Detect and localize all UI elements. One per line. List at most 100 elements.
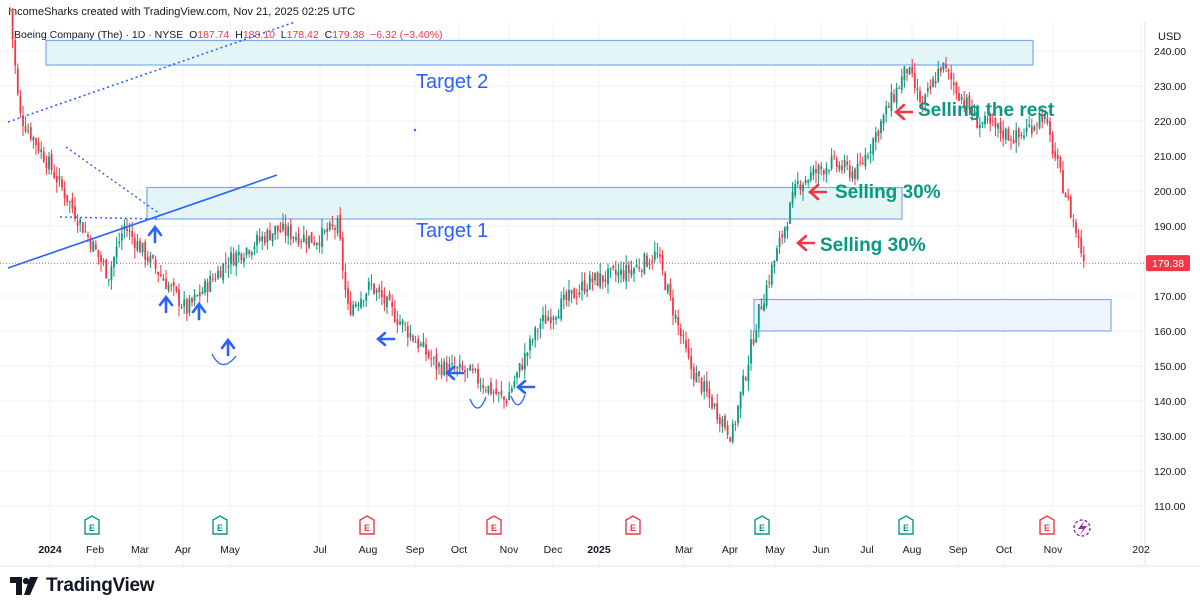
candle-body xyxy=(1036,124,1038,126)
candle-body xyxy=(118,241,121,244)
candle-body xyxy=(677,317,680,326)
event-lightning-icon[interactable] xyxy=(1073,519,1091,537)
candle-body xyxy=(713,403,716,407)
candle-body xyxy=(9,8,11,10)
candle-body xyxy=(339,215,342,239)
candle-body xyxy=(435,354,438,370)
earnings-letter: E xyxy=(364,523,370,533)
candle-body xyxy=(614,270,617,275)
candle-body xyxy=(609,267,612,270)
close-value: 179.38 xyxy=(332,29,365,41)
candle-body xyxy=(217,270,219,279)
candle-body xyxy=(838,165,841,170)
candle-body xyxy=(222,263,225,281)
earnings-icon[interactable] xyxy=(212,515,228,535)
candle-body xyxy=(809,172,812,181)
candle-body xyxy=(653,251,656,260)
candle-body xyxy=(945,63,947,68)
target2-label: Target 2 xyxy=(416,71,488,93)
candle-body xyxy=(950,72,953,80)
candle-body xyxy=(497,392,500,394)
earnings-icon[interactable] xyxy=(625,515,641,535)
candle-body xyxy=(760,306,763,310)
candle-body xyxy=(562,294,565,300)
price-tick-label: 240.00 xyxy=(1154,46,1186,58)
earnings-icon[interactable] xyxy=(359,515,375,535)
time-tick-label: May xyxy=(220,544,241,556)
candle-body xyxy=(752,339,755,345)
candle-body xyxy=(802,184,804,192)
candle-body xyxy=(120,233,123,241)
candle-body xyxy=(674,315,677,319)
earnings-icon[interactable] xyxy=(1039,515,1055,535)
candle-body xyxy=(344,272,347,291)
price-zone[interactable] xyxy=(146,186,903,220)
candle-body xyxy=(248,250,251,255)
dotted-trend-line-upper[interactable] xyxy=(7,21,296,123)
earnings-icon[interactable] xyxy=(754,515,770,535)
blue-arrow-icon[interactable] xyxy=(445,365,465,381)
earnings-icon[interactable] xyxy=(898,515,914,535)
price-zone[interactable] xyxy=(45,39,1034,66)
candle-body xyxy=(318,242,321,246)
price-tick-label: 150.00 xyxy=(1154,361,1186,373)
candle-body xyxy=(29,127,32,140)
trend-line[interactable] xyxy=(7,174,278,269)
blue-arrow-icon[interactable] xyxy=(220,337,236,357)
bottom-curve[interactable] xyxy=(211,353,237,366)
sell-30-lower-label: Selling 30% xyxy=(820,235,926,256)
time-tick-label: Oct xyxy=(451,544,467,556)
blue-arrow-icon[interactable] xyxy=(147,224,163,244)
candle-body xyxy=(365,293,368,301)
earnings-letter: E xyxy=(217,523,223,533)
candle-body xyxy=(243,257,245,262)
candle-body xyxy=(851,171,854,180)
bottom-curve[interactable] xyxy=(469,396,487,409)
price-zone[interactable] xyxy=(753,298,1112,332)
earnings-icon[interactable] xyxy=(486,515,502,535)
candle-body xyxy=(300,240,303,242)
candle-body xyxy=(19,95,22,113)
candle-body xyxy=(929,86,932,89)
candle-body xyxy=(495,388,498,395)
time-tick-label: Jun xyxy=(813,544,830,556)
blue-arrow-icon[interactable] xyxy=(191,301,207,321)
candle-body xyxy=(105,259,108,279)
time-tick-label: Aug xyxy=(903,544,922,556)
blue-arrow-icon[interactable] xyxy=(158,294,174,314)
candle-body xyxy=(131,231,134,237)
candle-body xyxy=(115,246,118,258)
time-tick-label: Jul xyxy=(313,544,326,556)
currency-label[interactable]: USD xyxy=(1158,31,1182,43)
candle-body xyxy=(258,236,261,241)
red-sell-arrow-icon[interactable] xyxy=(894,103,914,121)
candle-body xyxy=(739,391,742,409)
candle-body xyxy=(1025,127,1028,133)
candle-body xyxy=(167,285,170,291)
candle-body xyxy=(289,224,292,240)
red-sell-arrow-icon[interactable] xyxy=(808,183,828,201)
candle-body xyxy=(859,161,862,164)
chart-credit: IncomeSharks created with TradingView.co… xyxy=(8,6,356,18)
candle-body xyxy=(469,365,472,371)
symbol-legend[interactable]: Boeing Company (The) · 1D · NYSE O187.74… xyxy=(14,29,443,41)
candle-body xyxy=(586,288,589,292)
candle-body xyxy=(718,416,721,425)
tradingview-brand[interactable]: TradingView xyxy=(10,575,155,597)
blue-arrow-icon[interactable] xyxy=(516,379,536,395)
dotted-wedge-bottom[interactable] xyxy=(59,216,161,220)
candle-body xyxy=(391,301,394,307)
red-sell-arrow-icon[interactable] xyxy=(796,234,816,252)
candle-body xyxy=(456,366,459,369)
candle-body xyxy=(427,351,430,358)
candle-body xyxy=(334,228,336,230)
candle-body xyxy=(1069,196,1072,218)
arrow-stroke xyxy=(516,379,536,395)
candle-body xyxy=(692,367,695,381)
earnings-icon[interactable] xyxy=(84,515,100,535)
blue-arrow-icon[interactable] xyxy=(376,331,396,347)
candle-body xyxy=(581,281,583,291)
bottom-curve[interactable] xyxy=(510,394,526,406)
dotted-wedge-top[interactable] xyxy=(65,146,161,215)
